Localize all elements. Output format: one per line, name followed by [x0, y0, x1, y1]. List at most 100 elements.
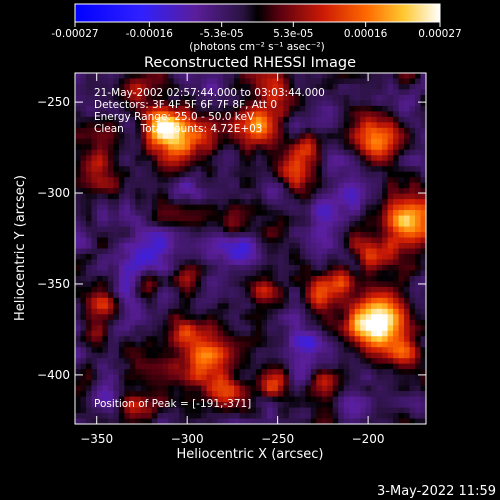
heatmap-cell	[168, 248, 175, 255]
heatmap-cell	[277, 314, 284, 321]
heatmap-cell	[195, 127, 202, 134]
heatmap-cell	[321, 292, 328, 299]
heatmap-cell	[195, 105, 202, 112]
heatmap-cell	[75, 385, 82, 392]
heatmap-cell	[179, 193, 186, 200]
heatmap-cell	[124, 83, 131, 91]
heatmap-cell	[75, 133, 82, 140]
heatmap-cell	[382, 275, 389, 282]
heatmap-cell	[190, 171, 197, 178]
heatmap-cell	[327, 78, 334, 85]
heatmap-cell	[195, 226, 202, 233]
heatmap-cell	[102, 94, 109, 102]
heatmap-cell	[223, 138, 230, 145]
heatmap-cell	[168, 188, 175, 195]
heatmap-cell	[338, 286, 345, 293]
heatmap-cell	[420, 264, 427, 272]
heatmap-cell	[371, 297, 378, 304]
heatmap-cell	[321, 193, 328, 200]
heatmap-cell	[393, 275, 400, 282]
heatmap-cell	[206, 232, 213, 239]
heatmap-cell	[305, 155, 312, 162]
heatmap-cell	[409, 133, 416, 140]
heatmap-cell	[102, 182, 109, 189]
heatmap-cell	[102, 341, 109, 348]
heatmap-cell	[250, 204, 257, 211]
heatmap-cell	[245, 243, 252, 250]
heatmap-cell	[135, 264, 142, 272]
heatmap-cell	[305, 188, 312, 195]
heatmap-cell	[228, 149, 235, 156]
heatmap-cell	[140, 319, 147, 326]
heatmap-cell	[234, 330, 241, 337]
heatmap-cell	[382, 396, 389, 403]
heatmap-cell	[228, 275, 235, 282]
heatmap-cell	[102, 248, 109, 255]
heatmap-cell	[195, 325, 202, 332]
heatmap-cell	[151, 314, 158, 321]
heatmap-cell	[151, 243, 158, 250]
heatmap-cell	[343, 314, 350, 321]
heatmap-cell	[332, 155, 339, 162]
heatmap-cell	[376, 264, 383, 272]
heatmap-cell	[223, 171, 230, 178]
heatmap-cell	[332, 292, 339, 299]
heatmap-cell	[96, 286, 104, 293]
heatmap-cell	[217, 138, 224, 145]
heatmap-cell	[113, 270, 120, 277]
heatmap-cell	[239, 221, 246, 228]
heatmap-cell	[179, 182, 186, 189]
heatmap-cell	[135, 396, 142, 403]
heatmap-cell	[129, 319, 136, 326]
heatmap-cell	[382, 380, 389, 387]
heatmap-cell	[75, 264, 82, 272]
heatmap-cell	[393, 160, 400, 167]
heatmap-cell	[272, 369, 279, 376]
heatmap-cell	[168, 89, 175, 96]
heatmap-cell	[113, 418, 120, 425]
heatmap-cell	[140, 385, 147, 392]
heatmap-cell	[387, 407, 394, 414]
heatmap-cell	[168, 171, 175, 178]
heatmap-cell	[365, 144, 372, 151]
heatmap-cell	[299, 385, 306, 392]
heatmap-cell	[404, 221, 411, 228]
heatmap-cell	[113, 215, 120, 222]
heatmap-cell	[129, 210, 136, 217]
heatmap-cell	[146, 237, 153, 244]
heatmap-cell	[387, 73, 394, 80]
y-tick-label: −400	[37, 368, 70, 382]
heatmap-cell	[387, 199, 394, 206]
heatmap-cell	[85, 232, 93, 239]
heatmap-cell	[420, 78, 427, 85]
heatmap-cell	[140, 100, 147, 107]
heatmap-cell	[420, 94, 427, 102]
heatmap-cell	[124, 314, 131, 321]
heatmap-cell	[338, 199, 345, 206]
heatmap-cell	[146, 308, 153, 315]
heatmap-cell	[173, 144, 180, 151]
heatmap-cell	[245, 308, 252, 315]
heatmap-cell	[217, 330, 224, 337]
heatmap-cell	[102, 122, 109, 129]
heatmap-cell	[294, 232, 301, 239]
heatmap-cell	[288, 369, 295, 376]
heatmap-cell	[343, 155, 350, 162]
heatmap-cell	[305, 385, 312, 392]
heatmap-cell	[398, 210, 405, 217]
heatmap-cell	[272, 188, 279, 195]
heatmap-cell	[316, 204, 323, 211]
heatmap-cell	[96, 166, 104, 173]
heatmap-cell	[371, 336, 378, 343]
heatmap-cell	[85, 83, 93, 91]
heatmap-cell	[420, 275, 427, 282]
heatmap-cell	[409, 336, 416, 343]
heatmap-cell	[195, 149, 202, 156]
heatmap-cell	[250, 325, 257, 332]
heatmap-cell	[310, 221, 317, 228]
heatmap-cell	[420, 380, 427, 387]
heatmap-cell	[305, 297, 312, 304]
heatmap-cell	[365, 330, 372, 337]
heatmap-cell	[124, 286, 131, 293]
heatmap-cell	[272, 210, 279, 217]
